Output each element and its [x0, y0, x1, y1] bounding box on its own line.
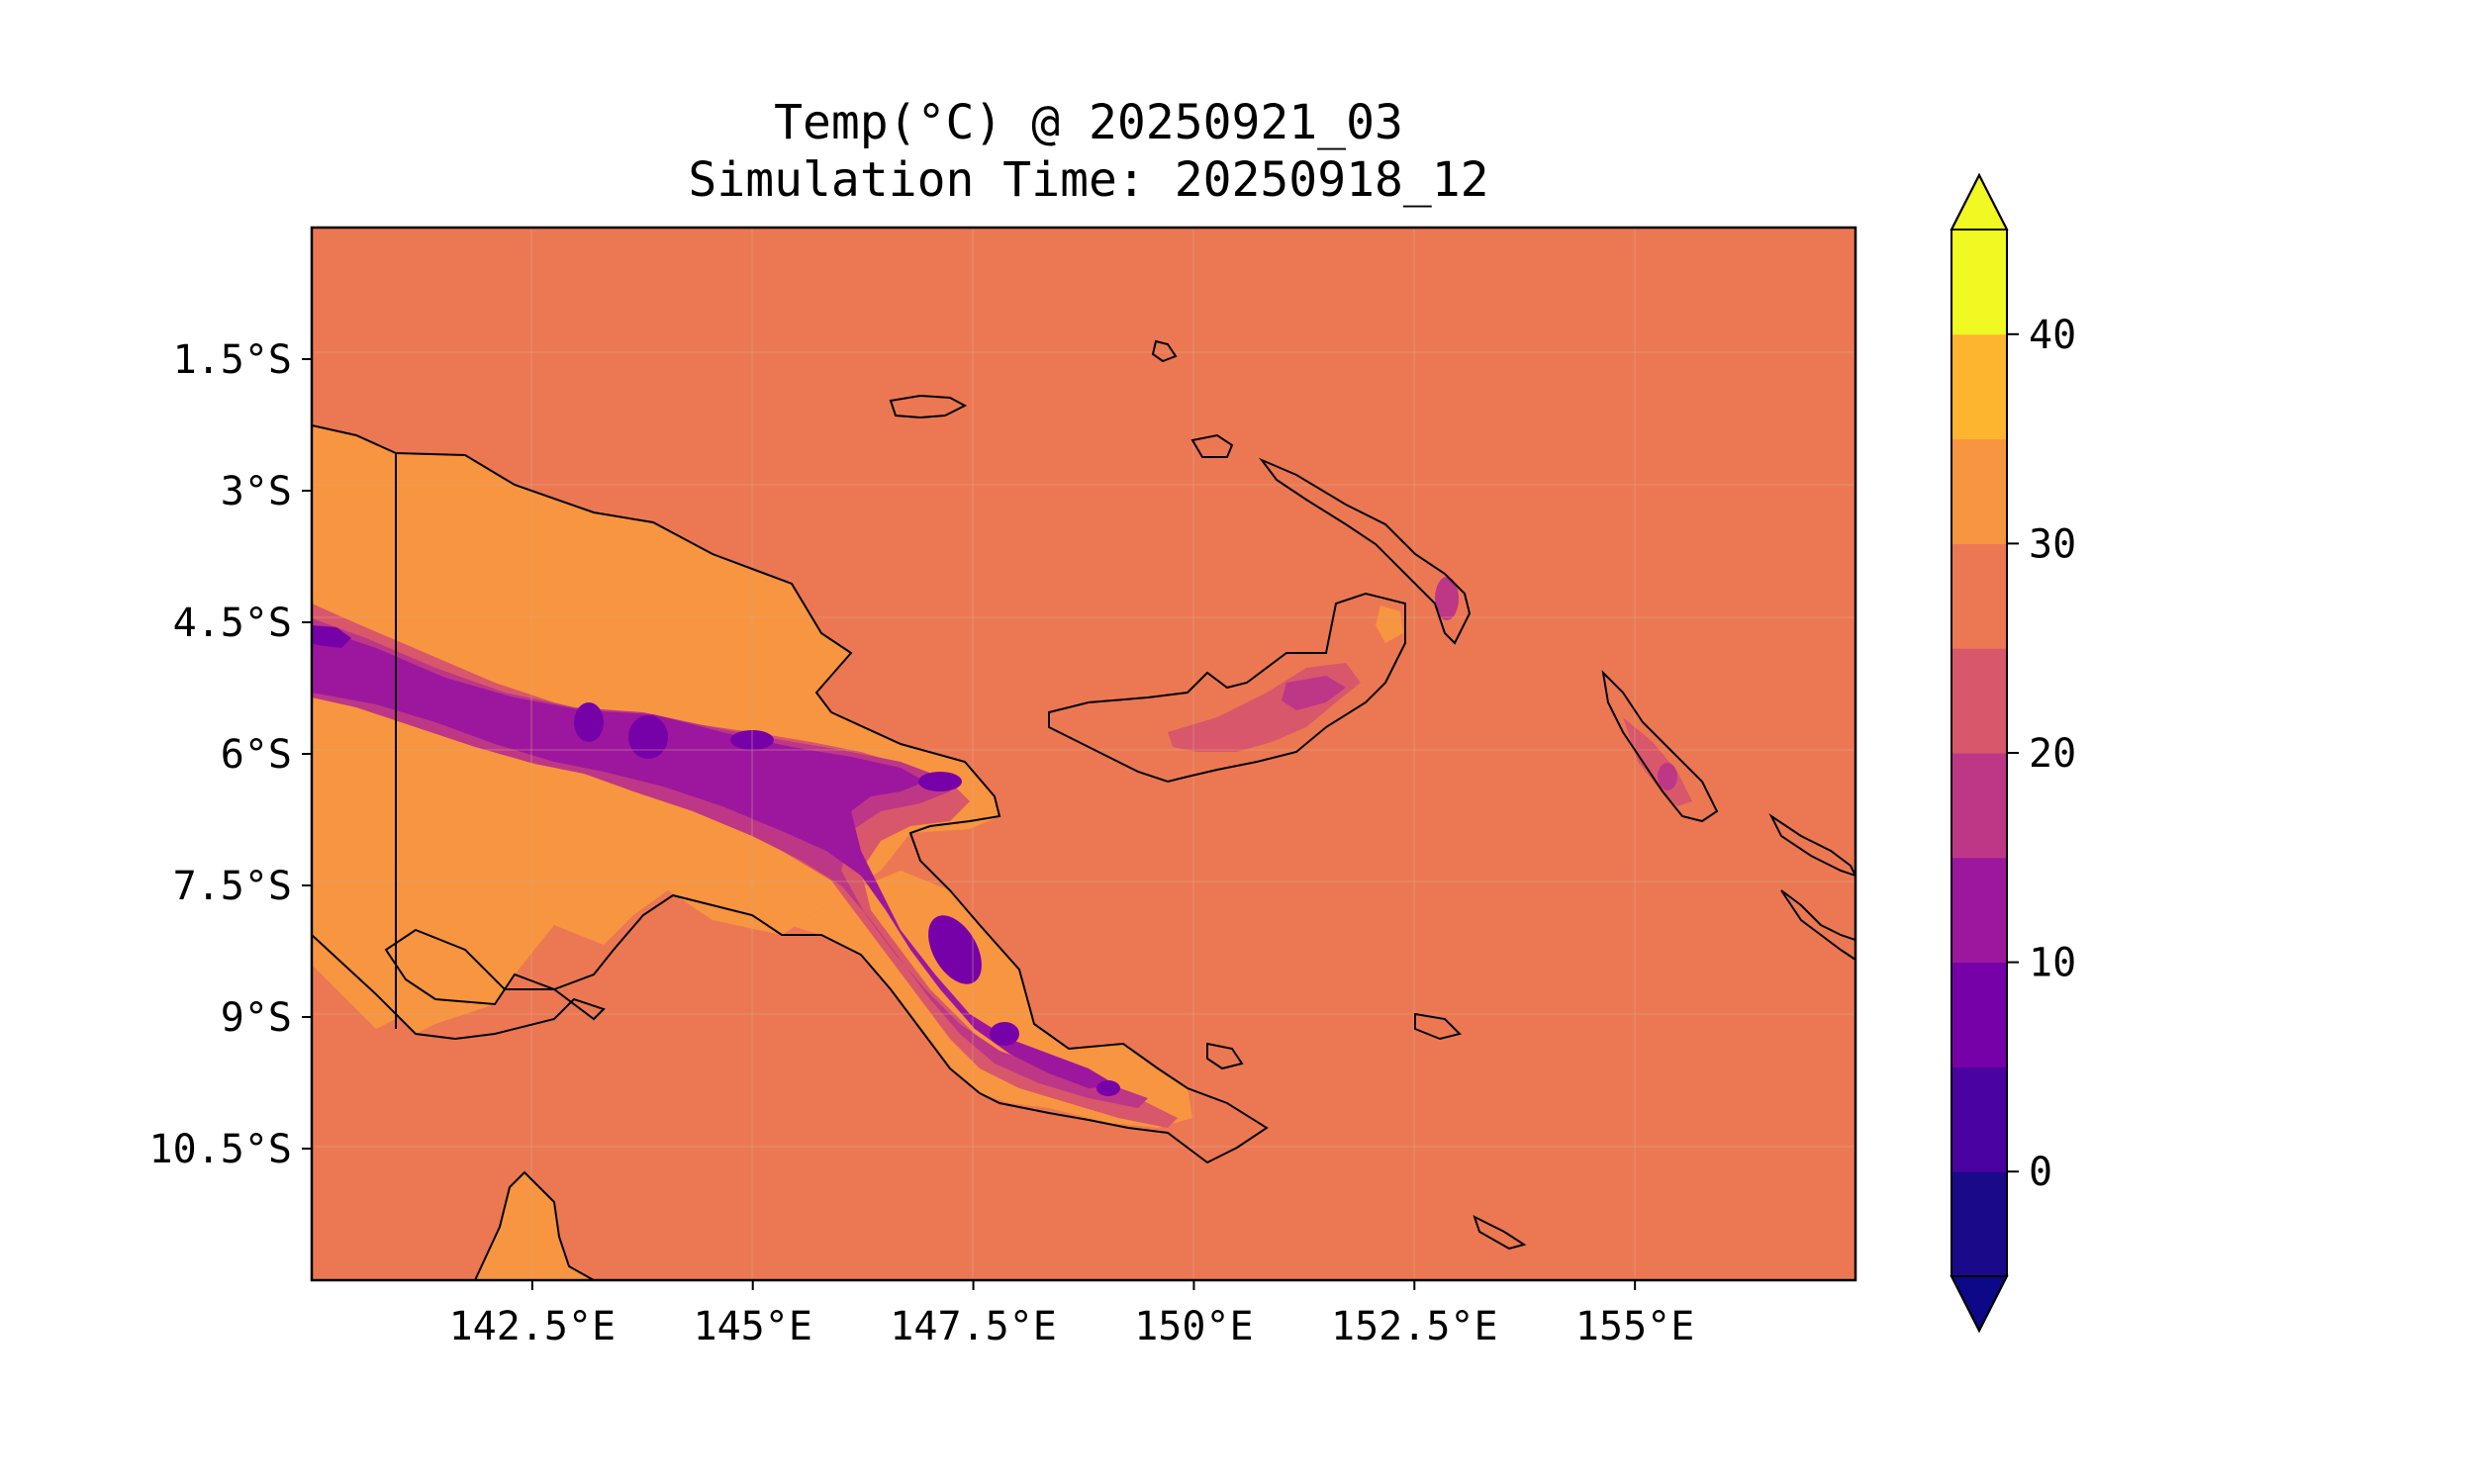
coast-island-2 [1151, 339, 1178, 363]
x-tick-label: 145°E [694, 1304, 812, 1349]
colorbar-segment [1951, 230, 2007, 335]
coast-new-guinea-north [312, 424, 1269, 1164]
colorbar-segment [1951, 438, 2007, 544]
title-line-2: Simulation Time: 20250918_12 [688, 152, 1488, 208]
colorbar-segment [1951, 857, 2007, 964]
coast-islands-louisiades [1473, 1215, 1527, 1251]
coast-islands-dentrecasteaux [1206, 1042, 1244, 1070]
colorbar [1950, 172, 2009, 1334]
coast-islands-south [1414, 1012, 1462, 1041]
y-tick-label: 3°S [221, 469, 292, 514]
bougainville-island [1603, 673, 1717, 821]
coast-bougainville [1601, 670, 1719, 823]
gridlines [312, 228, 1856, 1280]
coast-island-1 [1190, 433, 1234, 458]
colorbar-segment [1951, 962, 2007, 1067]
x-tick-label: 150°E [1134, 1304, 1253, 1349]
x-tick-labels: 142.5°E 145°E 147.5°E 150°E 152.5°E 155°E [449, 1280, 1694, 1349]
band-5-10-spot-6 [990, 1022, 1019, 1046]
coast-cape-york [474, 1170, 595, 1280]
new-ireland-band-15-20 [1435, 577, 1459, 620]
y-tick-label: 7.5°S [173, 864, 292, 909]
colorbar-tick-label: 20 [2029, 731, 2076, 777]
coast-new-ireland [1258, 457, 1472, 645]
band-5-10-spot-west [312, 625, 351, 648]
colorbar-tick-label: 0 [2029, 1150, 2052, 1195]
coast-manus [889, 394, 968, 419]
colorbar-segment [1951, 648, 2007, 754]
y-tick-label: 1.5°S [173, 337, 292, 383]
colorbar-segment [1951, 753, 2007, 859]
title-line-1: Temp(°C) @ 20250921_03 [774, 95, 1403, 150]
y-tick-labels: 1.5°S 3°S 4.5°S 6°S 7.5°S 9°S 10.5°S [149, 337, 312, 1172]
map-panel [310, 226, 1857, 1282]
new-ireland-island [1262, 460, 1470, 643]
band-5-10-spot-1 [574, 702, 604, 742]
colorbar-outline [1951, 172, 2008, 1334]
colorbar-segment [1951, 543, 2007, 649]
colorbar-tick-labels: 0 10 20 30 40 [2007, 313, 2076, 1195]
y-tick-label: 9°S [221, 995, 292, 1041]
coast-new-guinea-south [312, 893, 981, 1094]
band-5-10-spot-7 [1096, 1080, 1120, 1096]
new-britain-band-15-20 [1282, 676, 1346, 710]
coast-solomons-1 [1768, 813, 1856, 878]
colorbar-tick-label: 30 [2029, 521, 2076, 567]
y-tick-label: 6°S [221, 732, 292, 778]
colorbar-segment [1951, 1067, 2007, 1172]
colorbar-segment [1951, 333, 2007, 440]
bougainville-band-15-20 [1658, 763, 1677, 790]
x-tick-label: 147.5°E [890, 1304, 1057, 1349]
new-britain-lowland-spot [1376, 605, 1403, 643]
colorbar-extend-max [1950, 172, 2009, 231]
band-5-10-spot-5 [928, 915, 982, 984]
coastlines [312, 339, 1856, 1280]
band-5-10-spot-2 [628, 715, 668, 759]
band-5-10-spot-4 [918, 772, 962, 791]
coast-new-britain [1048, 592, 1406, 784]
colorbar-tick-label: 40 [2029, 313, 2076, 358]
colorbar-segment [1951, 1171, 2007, 1277]
x-tick-label: 142.5°E [449, 1304, 617, 1349]
band-10-15-main [312, 626, 1118, 1088]
y-tick-label: 10.5°S [149, 1127, 293, 1172]
colorbar-tick-label: 10 [2029, 941, 2076, 986]
colorbar-extend-min [1950, 1275, 2009, 1334]
x-tick-label: 152.5°E [1331, 1304, 1498, 1349]
y-tick-label: 4.5°S [173, 601, 292, 646]
x-tick-label: 155°E [1575, 1304, 1694, 1349]
coast-solomons-2 [1780, 889, 1856, 962]
